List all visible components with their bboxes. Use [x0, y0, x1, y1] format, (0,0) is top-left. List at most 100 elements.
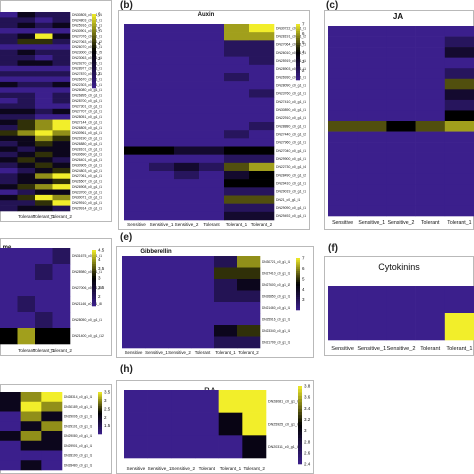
heatmap-cell-a: [0, 12, 18, 18]
heatmap-cell-b: [124, 154, 150, 164]
column-label-c: Sensitive_1: [358, 220, 385, 226]
heatmap-cell-g: [41, 450, 63, 461]
heatmap-cell-a: [0, 98, 18, 104]
colorbar-segment-b: [296, 26, 300, 29]
heatmap-cell-c: [357, 205, 387, 217]
heatmap-cell-b: [149, 64, 175, 74]
heatmap-cell-b: [199, 171, 225, 180]
column-label-b: Sensitive_1: [150, 222, 174, 227]
heatmap-cell-d: [52, 328, 71, 345]
heatmap-cell-b: [249, 73, 275, 82]
colorbar-segment-e: [296, 281, 300, 285]
colorbar-segment-g: [98, 427, 102, 430]
colorbar-segment-e: [296, 273, 300, 276]
heatmap-cell-a: [0, 157, 18, 163]
heatmap-cell-c: [328, 121, 358, 132]
colorbar-segment-a: [92, 75, 96, 80]
heatmap-cell-e: [237, 313, 261, 326]
heatmap-cell-a: [52, 22, 71, 29]
row-label-a: DN23063_c0_g1_i1: [72, 56, 102, 60]
colorbar-segment-d: [92, 254, 96, 258]
heatmap-cell-b: [249, 122, 275, 131]
heatmap-cell-a: [52, 17, 71, 24]
row-label-b: DN30722_c0_g1_i1: [276, 26, 306, 30]
heatmap-cell-c: [444, 163, 474, 175]
heatmap-cell-b: [224, 113, 250, 123]
heatmap-cell-a: [17, 205, 36, 212]
heatmap-cell-h: [147, 390, 172, 413]
heatmap-cell-b: [149, 40, 175, 49]
colorbar-segment-g: [98, 397, 102, 400]
heatmap-cell-b: [249, 56, 275, 66]
heatmap-cell-a: [17, 135, 36, 142]
colorbar-segment-h: [298, 418, 302, 423]
colorbar-segment-h: [298, 421, 302, 426]
heatmap-cell-b: [174, 203, 200, 213]
colorbar-segment-h: [298, 405, 302, 410]
column-label-f: Tolerant_1: [446, 346, 472, 352]
heatmap-cell-a: [17, 76, 36, 83]
heatmap-cell-a: [0, 151, 18, 158]
heatmap-cell-f: [415, 286, 446, 314]
heatmap-cell-a: [35, 178, 53, 185]
heatmap-cell-b: [149, 154, 175, 164]
heatmap-cell-h: [242, 412, 267, 436]
colorbar-segment-a: [92, 69, 96, 73]
heatmap-cell-f: [444, 313, 474, 341]
heatmap-cell-b: [249, 32, 275, 41]
heatmap-cell-a: [35, 146, 53, 153]
heatmap-title-c: JA: [392, 12, 404, 21]
colorbar-segment-d: [92, 257, 96, 260]
colorbar-segment-e: [296, 275, 300, 278]
heatmap-cell-b: [124, 89, 150, 98]
heatmap-cell-a: [35, 81, 53, 88]
row-label-a: DN26805_c0_g1_i1: [72, 126, 102, 130]
heatmap-cell-b: [124, 64, 150, 74]
heatmap-title-e: Gibberellin: [140, 249, 172, 255]
heatmap-cell-a: [0, 141, 18, 147]
heatmap-cell-b: [124, 81, 150, 90]
colorbar-segment-d: [92, 278, 96, 281]
heatmap-cell-f: [328, 313, 358, 341]
heatmap-cell-d: [0, 328, 18, 345]
row-label-a: DN30901_c0_g1_i1: [72, 29, 102, 33]
heatmap-cell-a: [0, 17, 18, 24]
heatmap-cell-b: [174, 113, 200, 123]
heatmap-cell-a: [52, 194, 71, 201]
colorbar-segment-d: [92, 280, 96, 283]
colorbar-segment-e: [296, 288, 300, 291]
heatmap-cell-b: [124, 73, 150, 82]
row-label-a: DN24803_c0_g2_i1: [72, 169, 102, 173]
heatmap-cell-a: [0, 103, 18, 110]
column-label-b: Sensitive: [127, 222, 146, 227]
heatmap-cell-c: [386, 99, 416, 111]
heatmap-cell-a: [17, 146, 36, 153]
row-label-b: DN26930_c0_g1_i1: [276, 75, 306, 79]
colorbar-tick-d: 4: [98, 257, 101, 262]
heatmap-cell-b: [249, 171, 275, 180]
heatmap-cell-a: [0, 108, 18, 115]
heatmap-cell-e: [145, 302, 169, 314]
colorbar-segment-h: [298, 457, 302, 462]
heatmap-cell-a: [17, 65, 36, 72]
colorbar-tick-b: 2: [302, 68, 305, 73]
row-label-g: DN29080_c0_g1_i1: [64, 434, 92, 438]
heatmap-cell-c: [328, 78, 358, 90]
heatmap-cell-b: [199, 113, 225, 123]
heatmap-cell-a: [52, 119, 71, 126]
heatmap-cell-c: [386, 152, 416, 164]
heatmap-cell-c: [357, 163, 387, 175]
colorbar-segment-g: [98, 432, 102, 435]
heatmap-cell-c: [357, 121, 387, 132]
heatmap-cell-a: [0, 38, 18, 45]
heatmap-cell-c: [415, 142, 446, 153]
heatmap-cell-a: [17, 28, 36, 34]
heatmap-cell-b: [124, 97, 150, 106]
heatmap-cell-a: [0, 130, 18, 136]
row-label-b: DN30890_c0_g1_i1: [276, 108, 306, 112]
column-label-h: Sensitive: [127, 466, 146, 471]
heatmap-cell-b: [174, 24, 200, 33]
heatmap-cell-e: [122, 267, 146, 280]
heatmap-cell-a: [35, 141, 53, 147]
row-label-b: DN29019_c0_g1_i1: [276, 190, 306, 194]
